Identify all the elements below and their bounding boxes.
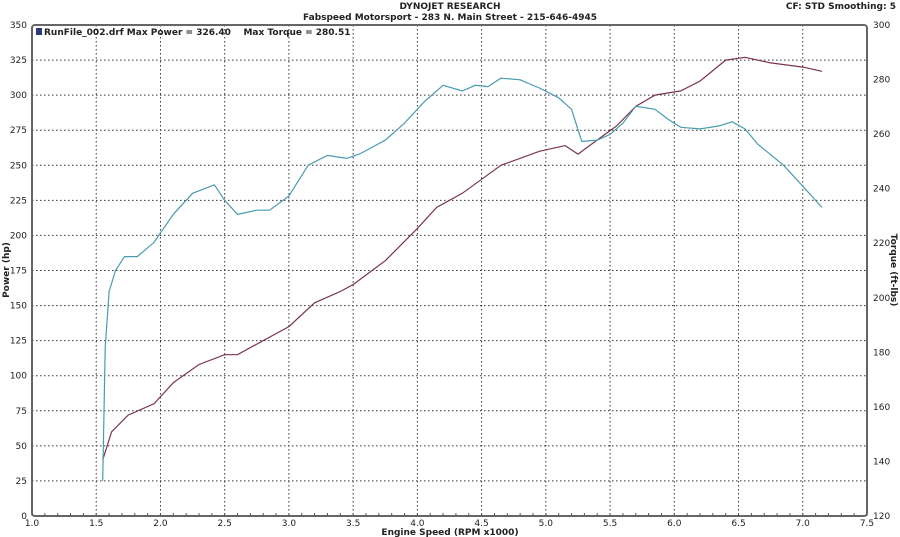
x-tick-label: 7.0 (796, 519, 811, 529)
x-tick-label: 6.0 (667, 519, 682, 529)
x-tick-label: 2.5 (218, 519, 232, 529)
y-tick-label: 325 (10, 56, 27, 66)
series-lines (102, 56, 823, 481)
x-tick-label: 4.5 (474, 519, 488, 529)
x-tick-label: 6.5 (731, 519, 745, 529)
y-tick-label: 50 (16, 442, 28, 452)
x-tick-label: 2.0 (153, 519, 168, 529)
correction-info: CF: STD Smoothing: 5 (785, 2, 896, 12)
y-tick-label: 175 (10, 267, 27, 277)
y2-tick-label: 140 (873, 457, 890, 467)
x-tick-label: 3.5 (346, 519, 360, 529)
y2-tick-label: 220 (873, 239, 890, 249)
y-tick-label: 250 (10, 161, 27, 171)
y-tick-label: 100 (10, 372, 27, 382)
plot-frame (31, 24, 868, 517)
x-tick-label: 1.0 (25, 519, 40, 529)
legend-swatch (36, 28, 42, 35)
x-axis-label: Engine Speed (RPM x1000) (381, 528, 518, 537)
y2-tick-label: 300 (873, 21, 890, 31)
axis-ticks: 1.0 1.5 2.0 2.5 3.0 3.5 4.0 4.5 5.0 5.5 6.0 6.5 7.0 7… (10, 21, 891, 529)
y2-tick-label: 280 (873, 76, 890, 86)
y-tick-label: 300 (10, 91, 27, 101)
y-tick-label: 200 (10, 231, 27, 241)
y-tick-label: 150 (10, 302, 27, 312)
y2-axis-label: Torque (ft-lbs) (888, 234, 898, 307)
y2-tick-label: 200 (873, 294, 890, 304)
legend-text: RunFile_002.drf Max Power = 326.40 Max T… (44, 28, 351, 38)
power-line (102, 56, 823, 461)
x-tick-label: 3.0 (282, 519, 297, 529)
y-tick-label: 350 (10, 21, 27, 31)
torque-line (102, 77, 823, 481)
x-tick-label: 4.0 (410, 519, 425, 529)
y-tick-label: 275 (10, 126, 27, 136)
y2-tick-label: 260 (873, 130, 890, 140)
y-tick-label: 125 (10, 337, 27, 347)
chart-subtitle: Fabspeed Motorsport - 283 N. Main Street… (303, 13, 597, 23)
x-tick-label: 5.5 (603, 519, 617, 529)
x-tick-label: 7.5 (860, 519, 874, 529)
y-tick-label: 0 (21, 512, 27, 522)
x-tick-label: 1.5 (89, 519, 103, 529)
y-tick-label: 75 (16, 407, 27, 417)
y-tick-label: 225 (10, 196, 27, 206)
y-tick-label: 25 (16, 477, 27, 487)
y2-tick-label: 120 (873, 512, 890, 522)
chart-title: DYNOJET RESEARCH (399, 2, 501, 12)
x-tick-label: 5.0 (539, 519, 554, 529)
y2-tick-label: 240 (873, 185, 890, 195)
grid (32, 25, 867, 516)
y2-tick-label: 180 (873, 348, 890, 358)
y-axis-label: Power (hp) (2, 242, 12, 298)
y2-tick-label: 160 (873, 403, 890, 413)
